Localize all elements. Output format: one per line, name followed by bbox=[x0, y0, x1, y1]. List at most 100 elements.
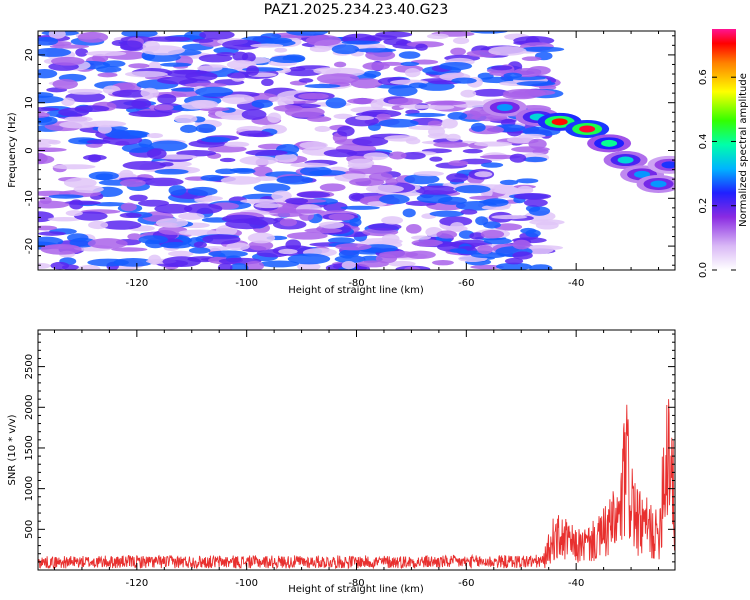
spectrogram-ylabel: Frequency (Hz) bbox=[7, 112, 18, 188]
x-tick-label: -120 bbox=[125, 578, 148, 589]
noise-blob bbox=[520, 227, 537, 234]
noise-blob bbox=[445, 133, 461, 142]
noise-blob bbox=[437, 196, 467, 205]
noise-blob bbox=[349, 217, 362, 227]
noise-blob bbox=[523, 198, 548, 207]
snr-x-axis: -120 -100 -80 -60 -40 bbox=[53, 330, 660, 589]
signal-blob-core bbox=[551, 118, 568, 126]
y-tick-label: -10 bbox=[24, 190, 35, 206]
y-tick-label: 1500 bbox=[24, 435, 35, 460]
colorbar-tick-label: 0.0 bbox=[698, 262, 709, 278]
noise-blob bbox=[429, 210, 465, 217]
noise-blob bbox=[512, 89, 556, 96]
noise-blob bbox=[180, 124, 198, 133]
noise-blob bbox=[215, 168, 238, 175]
noise-blob bbox=[341, 40, 381, 45]
noise-blob bbox=[155, 218, 189, 228]
noise-blob bbox=[427, 104, 455, 110]
noise-blob bbox=[119, 179, 146, 187]
noise-blob bbox=[51, 56, 85, 66]
noise-blob bbox=[208, 250, 248, 258]
noise-blob bbox=[97, 124, 112, 134]
noise-blob bbox=[112, 89, 150, 98]
colorbar-label: Normalized spectral amplitude bbox=[738, 73, 749, 227]
noise-blob bbox=[202, 234, 241, 245]
spectrogram-y-axis: -20 -10 0 10 20 bbox=[24, 35, 675, 266]
noise-blob bbox=[448, 160, 469, 167]
noise-blob bbox=[446, 173, 469, 183]
noise-blob bbox=[367, 223, 402, 231]
noise-blob bbox=[333, 113, 353, 120]
y-tick-label: 1000 bbox=[24, 476, 35, 501]
noise-blob bbox=[185, 71, 218, 82]
noise-blob bbox=[362, 62, 390, 71]
noise-blob bbox=[538, 84, 557, 91]
noise-blob bbox=[64, 116, 93, 123]
noise-blob bbox=[488, 46, 527, 56]
x-tick-label: -80 bbox=[348, 278, 364, 289]
noise-blob bbox=[415, 43, 428, 51]
noise-blob bbox=[284, 69, 322, 77]
noise-blob bbox=[258, 260, 300, 268]
x-tick-label: -40 bbox=[568, 578, 584, 589]
noise-blob bbox=[241, 109, 267, 120]
x-tick-label: -120 bbox=[125, 278, 148, 289]
noise-blob bbox=[77, 31, 109, 43]
noise-blob bbox=[313, 67, 341, 75]
noise-blob bbox=[441, 118, 458, 129]
noise-blob bbox=[398, 104, 436, 109]
noise-blob bbox=[162, 256, 202, 268]
noise-blob bbox=[365, 49, 396, 61]
noise-blob bbox=[297, 262, 321, 270]
colorbar-ticks: 0.0 0.2 0.4 0.6 bbox=[698, 69, 736, 278]
noise-blob bbox=[38, 211, 54, 223]
noise-blob bbox=[271, 190, 292, 202]
noise-blob bbox=[38, 236, 64, 247]
noise-blob bbox=[188, 247, 211, 254]
noise-blob bbox=[75, 48, 89, 57]
noise-blob bbox=[170, 87, 202, 92]
noise-blob bbox=[518, 133, 546, 139]
noise-blob bbox=[347, 98, 378, 105]
signal-blob-core bbox=[650, 180, 667, 188]
noise-blob bbox=[529, 264, 553, 270]
noise-blob bbox=[509, 153, 527, 163]
noise-blob bbox=[376, 113, 391, 120]
noise-blob bbox=[222, 39, 262, 50]
noise-blob bbox=[286, 232, 328, 240]
signal-blob-core bbox=[601, 139, 618, 147]
noise-blob bbox=[85, 50, 127, 57]
noise-blob bbox=[41, 244, 79, 250]
noise-blob bbox=[88, 171, 119, 181]
noise-blob bbox=[105, 130, 148, 139]
noise-blob bbox=[67, 88, 103, 95]
noise-blob bbox=[365, 184, 404, 194]
noise-blob bbox=[404, 112, 446, 118]
noise-blob bbox=[147, 133, 164, 139]
noise-blob bbox=[191, 100, 219, 109]
noise-blob bbox=[436, 230, 458, 239]
noise-blob bbox=[471, 122, 486, 132]
noise-blob bbox=[49, 44, 90, 49]
noise-blob bbox=[388, 151, 407, 160]
noise-blob bbox=[355, 115, 375, 121]
noise-blob bbox=[512, 251, 533, 260]
noise-blob bbox=[387, 98, 423, 105]
noise-blob bbox=[48, 31, 66, 39]
y-tick-label: 2500 bbox=[24, 354, 35, 379]
noise-blob bbox=[39, 196, 52, 205]
noise-blob bbox=[370, 99, 384, 110]
noise-blob bbox=[429, 156, 443, 162]
y-tick-label: 10 bbox=[24, 96, 35, 109]
noise-blob bbox=[462, 148, 483, 154]
snr-ylabel: SNR (10 * v/v) bbox=[7, 414, 18, 485]
noise-blob bbox=[363, 152, 389, 161]
noise-blob bbox=[513, 192, 552, 200]
noise-blob bbox=[207, 145, 247, 153]
noise-blob bbox=[535, 221, 559, 230]
noise-blob bbox=[349, 178, 385, 187]
colorbar-tick-label: 0.6 bbox=[698, 69, 709, 85]
noise-blob bbox=[520, 46, 565, 53]
noise-blob bbox=[480, 162, 504, 168]
noise-blob bbox=[148, 254, 162, 265]
